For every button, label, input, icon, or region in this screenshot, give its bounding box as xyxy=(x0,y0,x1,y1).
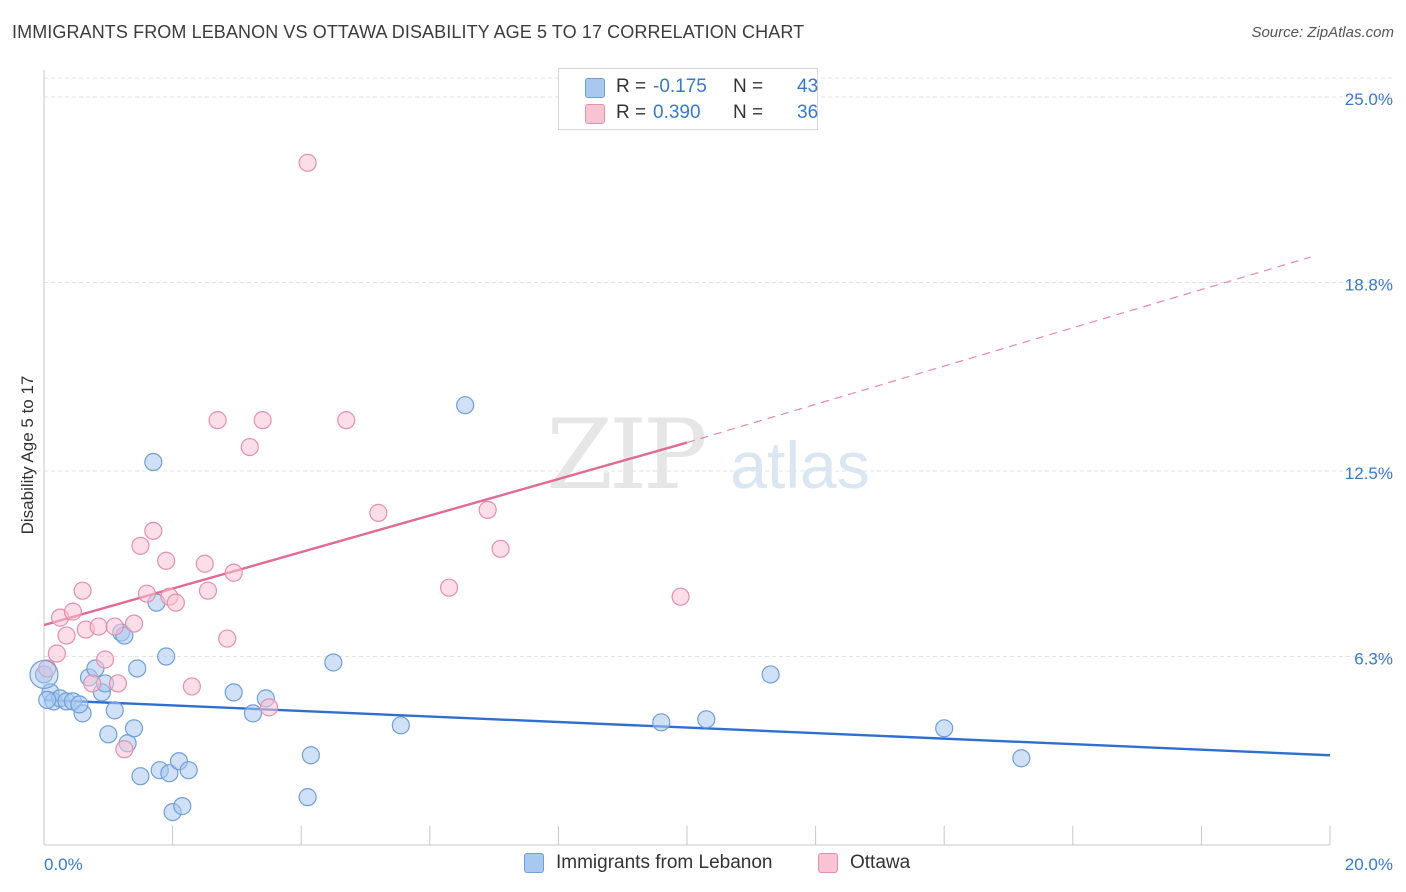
chart-title: IMMIGRANTS FROM LEBANON VS OTTAWA DISABI… xyxy=(12,22,805,42)
legend-swatch-lebanon xyxy=(585,78,605,98)
watermark-zip: ZIP xyxy=(546,399,705,511)
point-lebanon xyxy=(652,713,671,732)
point-ottawa xyxy=(124,614,144,633)
point-ottawa xyxy=(198,581,218,600)
point-lebanon xyxy=(243,704,263,723)
grid xyxy=(44,77,1394,658)
y-axis-label: Disability Age 5 to 17 xyxy=(18,375,37,535)
legend-n-label: N = xyxy=(733,102,764,123)
point-ottawa xyxy=(224,563,243,582)
legend-swatch-ottawa xyxy=(818,853,838,873)
point-lebanon xyxy=(160,764,179,783)
point-ottawa xyxy=(671,587,690,606)
point-ottawa xyxy=(182,677,201,696)
point-ottawa xyxy=(491,539,510,558)
point-ottawa xyxy=(38,659,57,678)
point-lebanon xyxy=(935,719,954,738)
legend-n-value: 43 xyxy=(797,76,819,97)
watermark-atlas: atlas xyxy=(730,428,869,502)
point-lebanon xyxy=(179,761,198,780)
point-ottawa xyxy=(195,554,214,573)
point-ottawa xyxy=(131,536,150,555)
point-ottawa xyxy=(259,698,279,717)
point-lebanon xyxy=(224,683,243,702)
legend-n-label: N = xyxy=(733,76,764,97)
point-lebanon xyxy=(144,452,163,472)
point-ottawa xyxy=(157,551,176,570)
legend-n-value: 36 xyxy=(797,102,819,123)
point-ottawa xyxy=(478,500,497,519)
point-lebanon xyxy=(105,701,124,720)
legend-label-lebanon: Immigrants from Lebanon xyxy=(556,852,773,873)
point-lebanon xyxy=(38,690,57,709)
legend-r-label: R = xyxy=(616,76,647,97)
point-ottawa xyxy=(89,617,108,636)
data-points xyxy=(29,153,1031,822)
watermark: ZIP atlas xyxy=(546,399,869,511)
point-ottawa xyxy=(218,629,237,648)
point-lebanon xyxy=(1012,749,1031,768)
point-lebanon xyxy=(391,716,410,735)
trend-line-lebanon xyxy=(43,698,1331,757)
point-ottawa xyxy=(253,411,272,430)
point-lebanon xyxy=(298,788,317,807)
point-ottawa xyxy=(57,626,76,645)
point-lebanon xyxy=(324,653,343,672)
point-lebanon xyxy=(761,665,780,684)
legend-label-ottawa: Ottawa xyxy=(850,852,911,873)
point-ottawa xyxy=(115,740,134,759)
legend-r-value: 0.390 xyxy=(653,102,701,123)
point-ottawa xyxy=(83,674,102,693)
correlation-legend: R = -0.175 N = 43 R = 0.390 N = 36 xyxy=(558,68,818,130)
y-tick-label: 25.0% xyxy=(1345,90,1393,109)
point-lebanon xyxy=(131,767,150,786)
point-lebanon xyxy=(456,396,475,415)
point-ottawa xyxy=(337,411,356,430)
legend-r-label: R = xyxy=(616,102,647,123)
point-lebanon xyxy=(301,746,320,765)
point-lebanon xyxy=(157,647,176,666)
y-tick-label: 18.8% xyxy=(1345,276,1393,295)
point-ottawa xyxy=(137,584,156,603)
point-ottawa xyxy=(298,153,317,172)
point-ottawa xyxy=(439,578,459,597)
trend-line-ottawa-extension xyxy=(686,256,1311,444)
point-lebanon xyxy=(70,695,89,714)
point-lebanon xyxy=(99,725,118,744)
point-ottawa xyxy=(144,521,163,540)
x-tick-label: 20.0% xyxy=(1345,855,1393,874)
axes: 6.3% 12.5% 18.8% 25.0% 0.0% 20.0% xyxy=(43,70,1393,874)
point-ottawa xyxy=(166,593,185,612)
y-tick-label: 12.5% xyxy=(1345,464,1393,483)
legend-swatch-lebanon xyxy=(524,853,544,873)
point-lebanon xyxy=(173,797,192,816)
point-ottawa xyxy=(208,411,227,430)
legend-r-value: -0.175 xyxy=(653,76,707,97)
point-ottawa xyxy=(73,581,92,600)
point-lebanon xyxy=(697,710,716,729)
point-lebanon xyxy=(124,719,144,738)
point-ottawa xyxy=(47,644,66,663)
point-ottawa xyxy=(63,602,83,621)
source-label: Source: ZipAtlas.com xyxy=(1251,24,1394,41)
point-ottawa xyxy=(240,437,259,457)
point-ottawa xyxy=(105,617,124,636)
point-ottawa xyxy=(108,674,128,693)
point-ottawa xyxy=(95,650,115,669)
legend-swatch-ottawa xyxy=(585,104,605,124)
point-lebanon xyxy=(29,659,59,690)
point-ottawa xyxy=(369,503,388,522)
y-tick-label: 6.3% xyxy=(1354,650,1393,669)
x-tick-label: 0.0% xyxy=(44,855,83,874)
point-lebanon xyxy=(128,659,147,678)
